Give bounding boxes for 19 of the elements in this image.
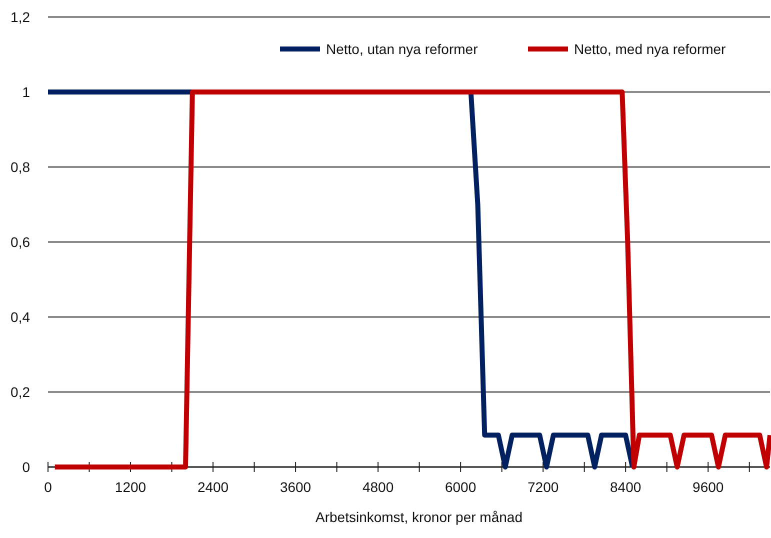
legend-label: Netto, utan nya reformer [326, 41, 478, 57]
x-tick-label: 7200 [528, 479, 559, 495]
x-tick-label: 3600 [280, 479, 312, 495]
y-tick-label: 0 [22, 459, 30, 475]
x-tick-label: 0 [44, 479, 52, 495]
x-tick-label: 8400 [610, 479, 642, 495]
y-tick-label: 1,2 [10, 9, 30, 25]
x-tick-label: 6000 [444, 479, 476, 495]
x-tick-label: 1200 [114, 479, 146, 495]
x-tick-label: 4800 [362, 479, 394, 495]
legend-label: Netto, med nya reformer [574, 41, 726, 57]
y-tick-label: 1 [22, 84, 30, 100]
y-tick-label: 0,8 [10, 159, 30, 175]
y-tick-label: 0,2 [10, 384, 30, 400]
y-tick-label: 0,6 [10, 234, 30, 250]
x-tick-label: 9600 [692, 479, 724, 495]
x-tick-label: 2400 [197, 479, 229, 495]
y-tick-label: 0,4 [10, 309, 30, 325]
x-axis-title: Arbetsinkomst, kronor per månad [316, 509, 522, 525]
